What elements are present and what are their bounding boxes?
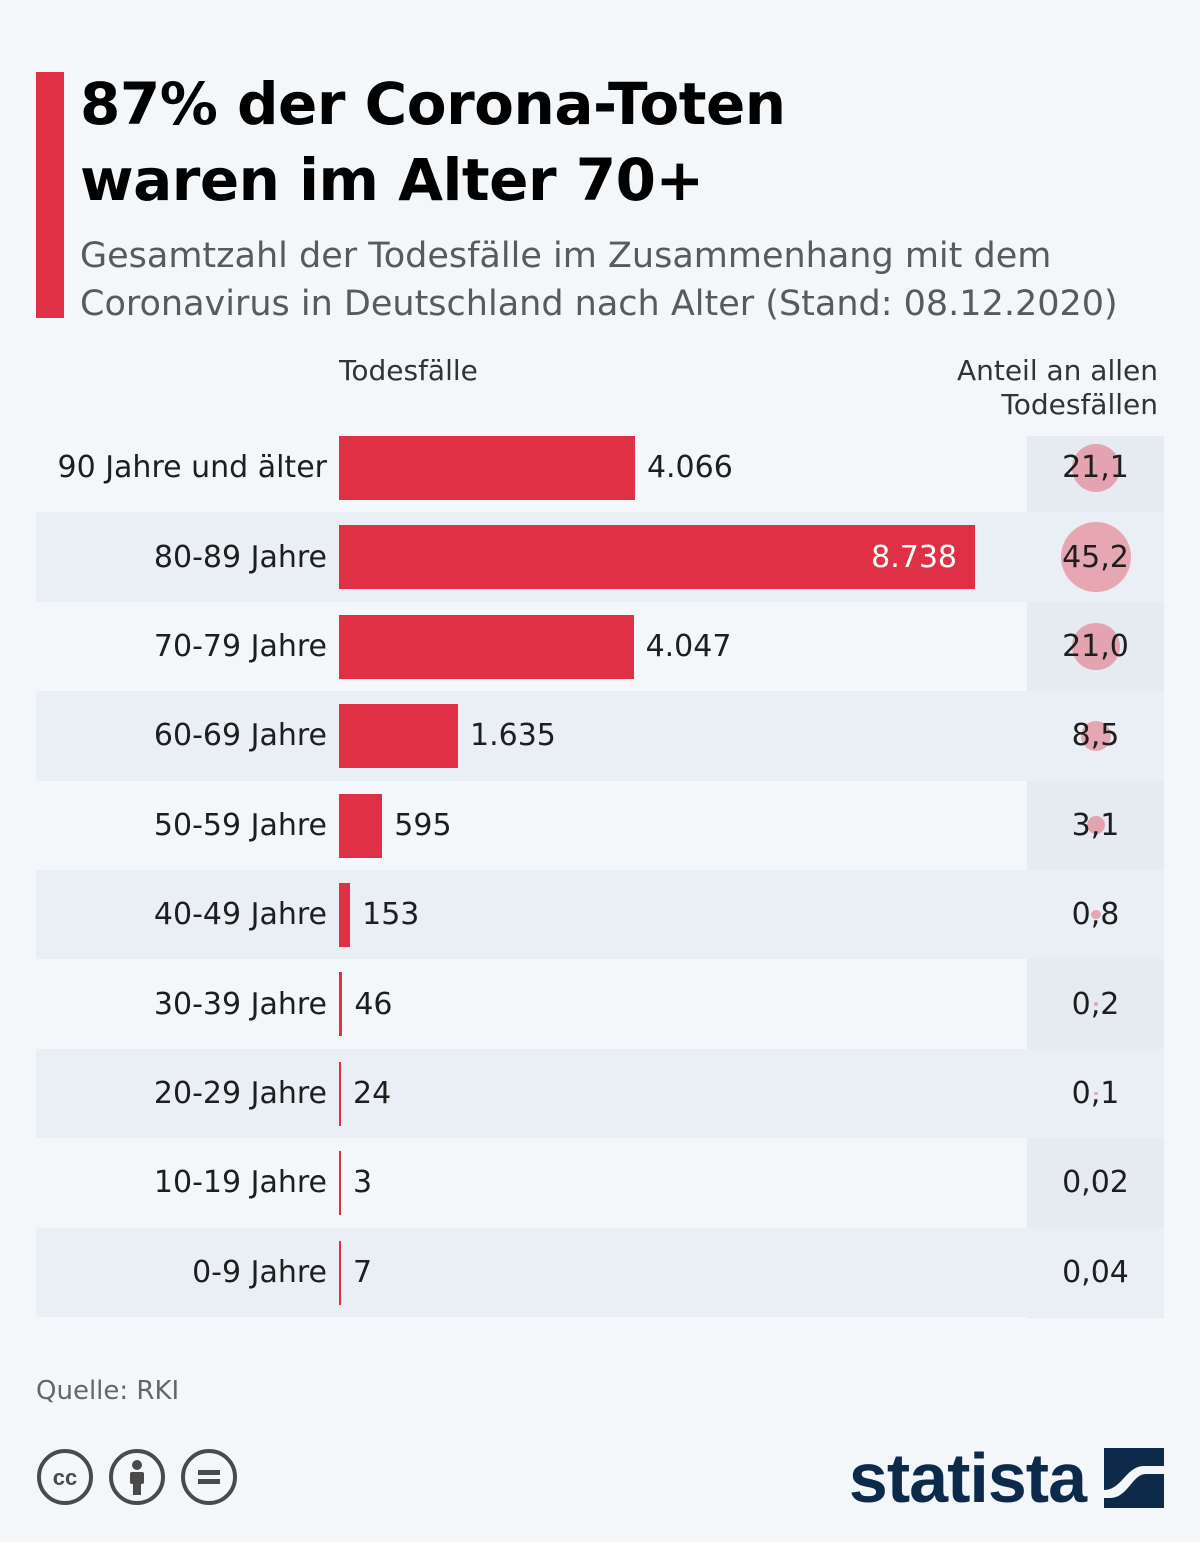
license-icons: cc xyxy=(36,1448,238,1506)
category-label: 80-89 Jahre xyxy=(153,539,327,575)
share-bubble xyxy=(1086,816,1106,835)
share-value-label: 0,02 xyxy=(1062,1165,1129,1201)
bar xyxy=(339,436,635,500)
category-label: 70-79 Jahre xyxy=(153,628,327,664)
source-note: Quelle: RKI xyxy=(36,1376,180,1406)
chart-subtitle-line-1: Gesamtzahl der Todesfälle im Zusammenhan… xyxy=(80,236,1052,276)
by-icon[interactable] xyxy=(108,1448,166,1506)
chart-title-line-2: waren im Alter 70+ xyxy=(80,146,704,214)
category-label: 90 Jahre und älter xyxy=(57,450,327,486)
chart-row: 30-39 Jahre 46 0,2 xyxy=(36,959,1164,1048)
bar xyxy=(339,704,458,769)
share-bubble xyxy=(1095,1182,1097,1184)
category-label: 20-29 Jahre xyxy=(153,1075,327,1111)
bar xyxy=(339,1061,341,1126)
column-header-share-line-2: Todesfällen xyxy=(1001,388,1158,421)
column-header-share: Anteil an allen Todesfällen xyxy=(957,354,1158,422)
column-header-share-line-1: Anteil an allen xyxy=(956,354,1158,387)
bar xyxy=(339,882,351,947)
share-bubble xyxy=(1072,443,1120,492)
bar xyxy=(339,972,343,1037)
title-accent-bar xyxy=(36,72,64,318)
chart-title: 87% der Corona-Toten waren im Alter 70+ xyxy=(80,66,1160,218)
bar-value-label: 4.066 xyxy=(646,450,733,486)
bar xyxy=(339,614,634,679)
bar xyxy=(339,525,975,590)
chart-row: 70-79 Jahre 4.047 21,0 xyxy=(36,602,1164,691)
chart-row: 60-69 Jahre 1.635 8,5 xyxy=(36,691,1164,781)
share-value-label: 0,1 xyxy=(1071,1075,1120,1111)
category-label: 40-49 Jahre xyxy=(153,897,327,933)
share-value-label: 0,04 xyxy=(1062,1254,1129,1290)
bar xyxy=(339,793,383,858)
bar xyxy=(339,1240,341,1305)
nd-icon[interactable] xyxy=(180,1448,238,1506)
chart-rows: 90 Jahre und älter 4.066 21,1 80-89 Jahre 8.… xyxy=(36,423,1164,1317)
chart-row: 20-29 Jahre 24 0,1 xyxy=(36,1048,1164,1139)
share-bubble xyxy=(1080,720,1112,752)
share-bubble xyxy=(1072,622,1120,671)
chart-subtitle: Gesamtzahl der Todesfälle im Zusammenhan… xyxy=(80,232,1180,328)
bar-value-label: 3 xyxy=(353,1165,373,1201)
bar-value-label: 595 xyxy=(394,807,452,843)
category-label: 50-59 Jahre xyxy=(153,807,327,843)
share-bubble xyxy=(1094,1271,1098,1274)
share-value-label: 8,5 xyxy=(1071,718,1120,754)
bar-value-label: 8.738 xyxy=(871,539,957,575)
statista-logo-text: statista xyxy=(848,1439,1087,1517)
column-header-deaths: Todesfälle xyxy=(339,354,478,387)
statista-logo-icon xyxy=(1104,1448,1164,1508)
chart-title-line-1: 87% der Corona-Toten xyxy=(80,70,786,138)
bar-value-label: 4.047 xyxy=(645,628,732,664)
chart-row: 80-89 Jahre 8.738 45,2 xyxy=(36,512,1164,602)
statista-logo: statista xyxy=(849,1438,1164,1518)
category-label: 10-19 Jahre xyxy=(153,1165,327,1201)
share-bubble xyxy=(1061,522,1131,593)
share-value-label: 0,2 xyxy=(1071,986,1120,1022)
bar xyxy=(339,1151,341,1216)
share-value-label: 3,1 xyxy=(1071,807,1120,843)
chart-row: 40-49 Jahre 153 0,8 xyxy=(36,869,1164,960)
chart-row: 0-9 Jahre 7 0,04 xyxy=(36,1227,1164,1317)
bar-value-label: 24 xyxy=(353,1075,392,1111)
chart-subtitle-line-2: Coronavirus in Deutschland nach Alter (S… xyxy=(80,284,1118,324)
share-value-label: 21,0 xyxy=(1062,628,1129,664)
category-label: 0-9 Jahre xyxy=(192,1254,327,1290)
share-bubble xyxy=(1093,1001,1099,1007)
share-bubble xyxy=(1091,909,1101,920)
share-bubble xyxy=(1094,1091,1098,1096)
cc-icon[interactable]: cc xyxy=(36,1448,94,1506)
category-label: 30-39 Jahre xyxy=(153,986,327,1022)
share-value-label: 45,2 xyxy=(1062,539,1129,575)
share-value-label: 0,8 xyxy=(1071,897,1120,933)
category-label: 60-69 Jahre xyxy=(153,718,327,754)
svg-text:cc: cc xyxy=(53,1465,77,1490)
bar-value-label: 1.635 xyxy=(470,718,556,754)
bar-value-label: 46 xyxy=(354,986,393,1022)
bar-value-label: 153 xyxy=(362,897,420,933)
chart-row: 50-59 Jahre 595 3,1 xyxy=(36,781,1164,870)
bar-value-label: 7 xyxy=(353,1254,373,1290)
chart-row: 10-19 Jahre 3 0,02 xyxy=(36,1138,1164,1227)
share-value-label: 21,1 xyxy=(1062,450,1129,486)
chart-row: 90 Jahre und älter 4.066 21,1 xyxy=(36,423,1164,512)
